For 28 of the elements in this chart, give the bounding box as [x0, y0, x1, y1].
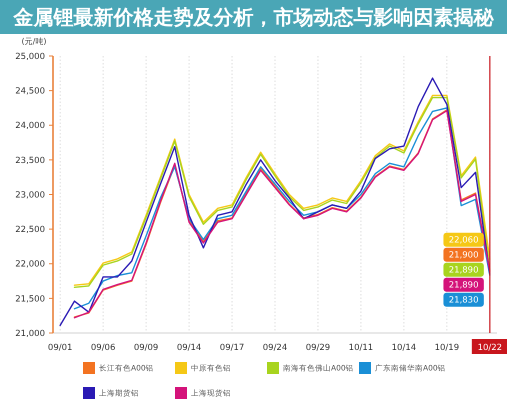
x-tick-label: 09/17 [220, 342, 244, 353]
y-tick-label: 25,000 [15, 52, 45, 62]
line-series [59, 77, 491, 326]
y-tick-label: 23,000 [15, 190, 45, 200]
x-tick-label: 09/24 [262, 342, 288, 353]
data-label: 21,830 [448, 296, 479, 306]
y-tick-label: 24,500 [15, 86, 45, 97]
data-label: 22,060 [448, 236, 479, 246]
x-tick-label: 10/22 [478, 342, 502, 353]
y-tick-label: 22,000 [15, 260, 45, 270]
x-tick-label: 10/19 [434, 342, 460, 353]
chart-title: 金属锂最新价格走势及分析，市场动态与影响因素揭秘 [12, 5, 494, 30]
y-axis-title: (元/吨) [22, 37, 46, 46]
x-tick-label: 10/14 [392, 342, 416, 353]
x-tick-label: 09/06 [90, 342, 116, 353]
x-tick-label: 09/01 [48, 342, 72, 353]
data-label: 21,890 [448, 280, 479, 291]
x-tick-label: 10/11 [348, 342, 374, 353]
y-tick-label: 21,500 [15, 294, 45, 304]
x-tick-label: 09/29 [306, 342, 330, 353]
y-tick-label: 21,000 [15, 328, 45, 339]
y-tick-label: 23,500 [15, 156, 45, 166]
x-tick-label: 09/14 [176, 342, 202, 353]
data-label: 21,900 [448, 250, 479, 261]
data-label: 21,890 [448, 266, 479, 276]
y-tick-label: 22,500 [15, 225, 45, 236]
y-tick-label: 24,000 [15, 121, 45, 132]
x-tick-label: 09/09 [134, 342, 158, 353]
